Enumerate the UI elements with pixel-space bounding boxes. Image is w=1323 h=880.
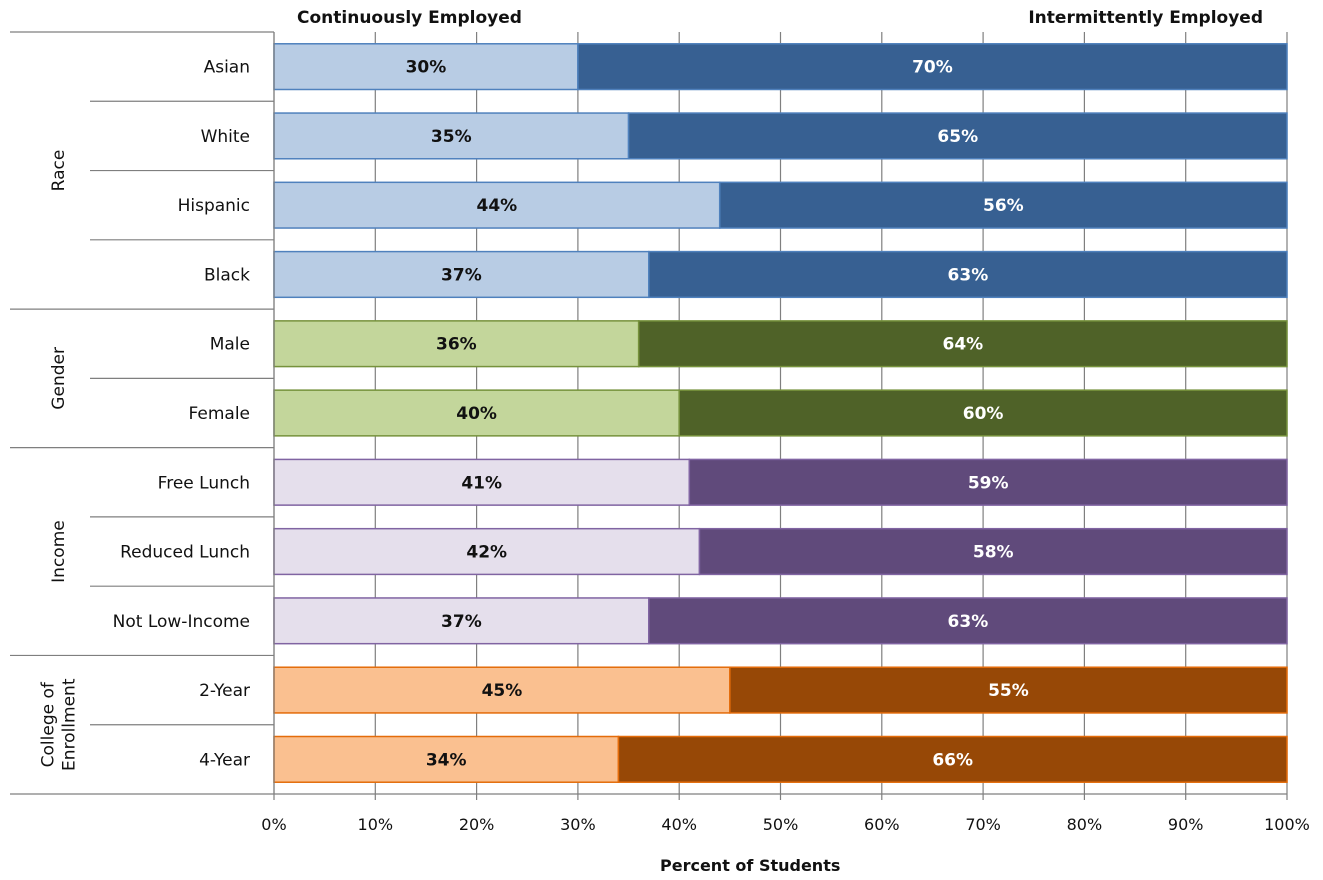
- data-label-continuous: 34%: [426, 750, 467, 770]
- group-label-line: Gender: [49, 347, 69, 410]
- category-label: White: [201, 127, 250, 147]
- data-label-intermittent: 58%: [973, 543, 1014, 563]
- bar-continuous: [273, 320, 640, 368]
- x-tick-label: 70%: [965, 815, 1001, 834]
- bar-intermittent: [678, 389, 1288, 437]
- x-tick-label: 100%: [1264, 815, 1310, 834]
- category-label: Black: [204, 265, 250, 285]
- bar-intermittent: [648, 597, 1288, 645]
- category-label: Not Low-Income: [113, 612, 250, 632]
- data-label-intermittent: 64%: [942, 335, 983, 355]
- x-tick-label: 50%: [763, 815, 799, 834]
- group-label: Race: [49, 150, 69, 192]
- data-label-continuous: 42%: [466, 543, 507, 563]
- x-tick-label: 30%: [560, 815, 596, 834]
- group-label-line: Race: [49, 150, 69, 192]
- x-axis-title: Percent of Students: [660, 856, 841, 875]
- bar-intermittent: [637, 320, 1288, 368]
- x-tick-label: 60%: [864, 815, 900, 834]
- x-tick-label: 90%: [1168, 815, 1204, 834]
- category-label: Asian: [204, 58, 250, 78]
- category-label: 2-Year: [199, 681, 250, 701]
- bar-intermittent: [688, 458, 1288, 506]
- data-label-intermittent: 55%: [988, 681, 1029, 701]
- data-label-intermittent: 66%: [932, 750, 973, 770]
- bar-intermittent: [617, 735, 1288, 783]
- bar-intermittent: [627, 112, 1288, 160]
- legend-intermittently-employed: Intermittently Employed: [1028, 8, 1263, 28]
- data-label-continuous: 40%: [456, 404, 497, 424]
- data-label-intermittent: 63%: [948, 265, 989, 285]
- data-label-intermittent: 70%: [912, 58, 953, 78]
- bar-continuous: [273, 597, 650, 645]
- bar-intermittent: [698, 527, 1288, 576]
- data-label-intermittent: 63%: [948, 612, 989, 632]
- bar-intermittent: [729, 666, 1288, 714]
- category-label: Male: [210, 335, 250, 355]
- data-label-continuous: 45%: [482, 681, 523, 701]
- x-tick-label: 10%: [358, 815, 394, 834]
- x-tick-label: 40%: [661, 815, 697, 834]
- x-tick-label: 80%: [1067, 815, 1103, 834]
- bar-continuous: [273, 458, 691, 506]
- x-tick-label: 0%: [261, 815, 286, 834]
- data-label-continuous: 30%: [406, 58, 447, 78]
- category-label: Female: [189, 404, 250, 424]
- group-label: College ofEnrollment: [39, 678, 80, 771]
- data-label-continuous: 44%: [477, 196, 518, 216]
- category-label: 4-Year: [199, 750, 250, 770]
- data-label-continuous: 35%: [431, 127, 472, 147]
- data-label-continuous: 37%: [441, 612, 482, 632]
- data-label-continuous: 37%: [441, 265, 482, 285]
- data-label-intermittent: 65%: [937, 127, 978, 147]
- bar-continuous: [273, 527, 701, 576]
- data-label-continuous: 41%: [461, 473, 502, 493]
- group-label-line: Enrollment: [60, 678, 80, 771]
- data-label-continuous: 36%: [436, 335, 477, 355]
- group-label: Gender: [49, 347, 69, 410]
- bar-continuous: [273, 250, 650, 299]
- group-label: Income: [49, 520, 69, 583]
- bar-intermittent: [577, 43, 1288, 91]
- category-label: Reduced Lunch: [120, 543, 250, 563]
- group-label-line: College of: [39, 681, 59, 767]
- x-tick-label: 20%: [459, 815, 495, 834]
- data-label-intermittent: 56%: [983, 196, 1024, 216]
- bar-intermittent: [718, 181, 1288, 229]
- data-label-intermittent: 59%: [968, 473, 1009, 493]
- category-label: Hispanic: [178, 196, 250, 216]
- category-label: Free Lunch: [158, 473, 250, 493]
- data-label-intermittent: 60%: [963, 404, 1004, 424]
- group-label-line: Income: [49, 520, 69, 583]
- legend-continuously-employed: Continuously Employed: [297, 8, 522, 28]
- bar-continuous: [273, 389, 680, 437]
- bar-intermittent: [648, 250, 1288, 299]
